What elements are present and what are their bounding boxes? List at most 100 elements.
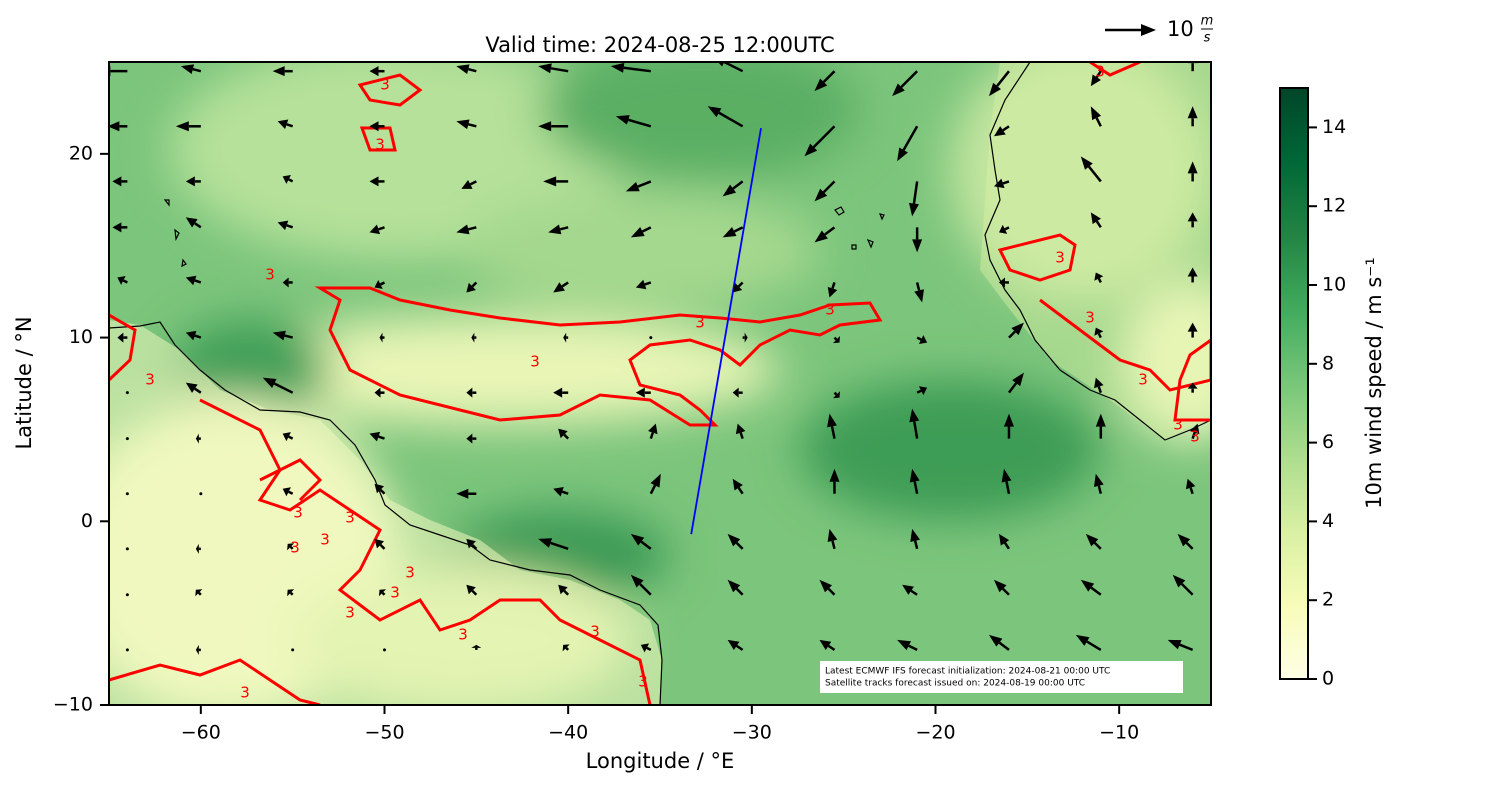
wind-arrow [562,644,570,652]
wind-arrow [909,468,920,494]
wind-arrow [1090,106,1102,127]
wind-arrow [125,547,129,551]
wind-arrow [262,377,294,394]
coastline [109,62,1211,705]
annotation-line: Satellite tracks forecast issued on: 202… [825,679,1085,689]
wind-arrow [466,433,477,444]
wind-arrow-head [744,332,748,343]
wind-arrow [112,222,128,233]
wind-arrow-head [1080,156,1093,170]
wind-arrow-shaft [735,587,744,596]
wind-arrow-head [625,181,640,192]
wind-arrow-head [722,227,737,238]
wind-arrow [383,648,386,652]
wind-arrow-shaft [122,279,128,284]
wind-arrow [277,119,294,130]
wind-arrow [185,382,202,394]
wind-arrow [466,584,478,596]
wind-arrow [1093,473,1104,495]
contour-label: 3 [145,371,155,389]
wind-arrow-head [277,119,289,130]
contour-label: 3 [1085,309,1095,327]
land-tint [109,320,662,705]
wind-arrows [109,62,1200,655]
wind-arrow [538,63,569,74]
wind-arrow [827,413,837,439]
wind-arrow [195,644,201,655]
wind-arrow-shaft [1007,382,1018,394]
wind-arrow-head [466,282,476,293]
wind-arrow-head [378,589,387,597]
wind-arrow [1172,574,1194,596]
wind-arrow-head [650,473,661,488]
wind-arrow-head [814,230,828,243]
contour-label: 3 [1138,371,1148,389]
wind-arrow [272,66,293,77]
wind-arrow [649,336,653,340]
wind-arrow-head [553,486,564,497]
x-tick-label: −50 [364,722,404,744]
x-tick-label: −40 [548,722,588,744]
wind-arrow-shaft [288,178,294,183]
wind-arrow [1094,377,1104,394]
wind-arrow-head [282,174,291,184]
wind-arrow [912,227,923,253]
chart-title: Valid time: 2024-08-25 12:00UTC [485,33,834,57]
wind-arrow-shaft [381,591,386,596]
wind-arrow-shaft [561,490,569,495]
wind-arrow [727,533,744,550]
wind-arrow [998,277,1009,288]
wind-arrow-shaft [379,281,386,286]
wind-arrow [374,483,386,495]
wind-arrow [827,282,838,298]
wind-arrow-head [988,82,1001,97]
wind-arrow-head [832,336,841,344]
y-axis-label: Latitude / °N [12,316,36,449]
quiver-key-unit: m [1201,14,1214,29]
wind-arrow [819,579,836,596]
wind-arrow [195,433,201,444]
wind-arrow [902,584,918,596]
contour-label: 3 [695,314,705,332]
contour-label: 3 [290,539,300,557]
wind-arrow-shaft [739,432,744,440]
wind-arrow [832,391,841,399]
wind-arrow-head [814,78,828,92]
wind-arrow-shaft [822,70,836,83]
wind-arrow [1090,70,1102,87]
wind-arrow [1167,639,1194,652]
wind-arrow-shaft [908,644,918,652]
wind-arrow-head [819,639,832,651]
wind-arrow [374,279,386,289]
wind-arrow-shaft [641,226,652,233]
colorbar-tick-label: 0 [1322,668,1334,690]
wind-arrow-shaft [468,123,477,128]
contour-label: 3 [1190,428,1200,446]
wind-arrow-head [272,330,286,341]
wind-arrow [993,579,1010,596]
wind-arrow-shaft [912,181,919,204]
wind-arrow-head [195,644,199,655]
wind-arrow-head [829,468,840,482]
wind-arrow-shaft [900,70,919,88]
wind-arrow-head [732,282,743,293]
wind-arrow [1075,634,1102,651]
wind-arrow-head [717,62,725,67]
wind-arrow-head [456,488,469,499]
wind-arrow-head [1093,473,1104,487]
wind-arrow-head [456,119,470,130]
wind-arrow-head [909,408,920,423]
wind-arrow-head [1001,468,1012,483]
wind-arrow [369,121,385,132]
wind-arrow-head [918,335,928,345]
contour-label: 3 [345,604,355,622]
wind-arrow [630,533,652,550]
wind-arrow-shaft [649,432,655,440]
wind-arrow-head [648,423,658,435]
wind-arrow-shaft [831,282,836,289]
wind-arrow [998,533,1011,550]
wind-arrow [1187,322,1198,338]
wind-arrow-head [185,217,198,228]
wind-arrow-head [369,431,381,442]
